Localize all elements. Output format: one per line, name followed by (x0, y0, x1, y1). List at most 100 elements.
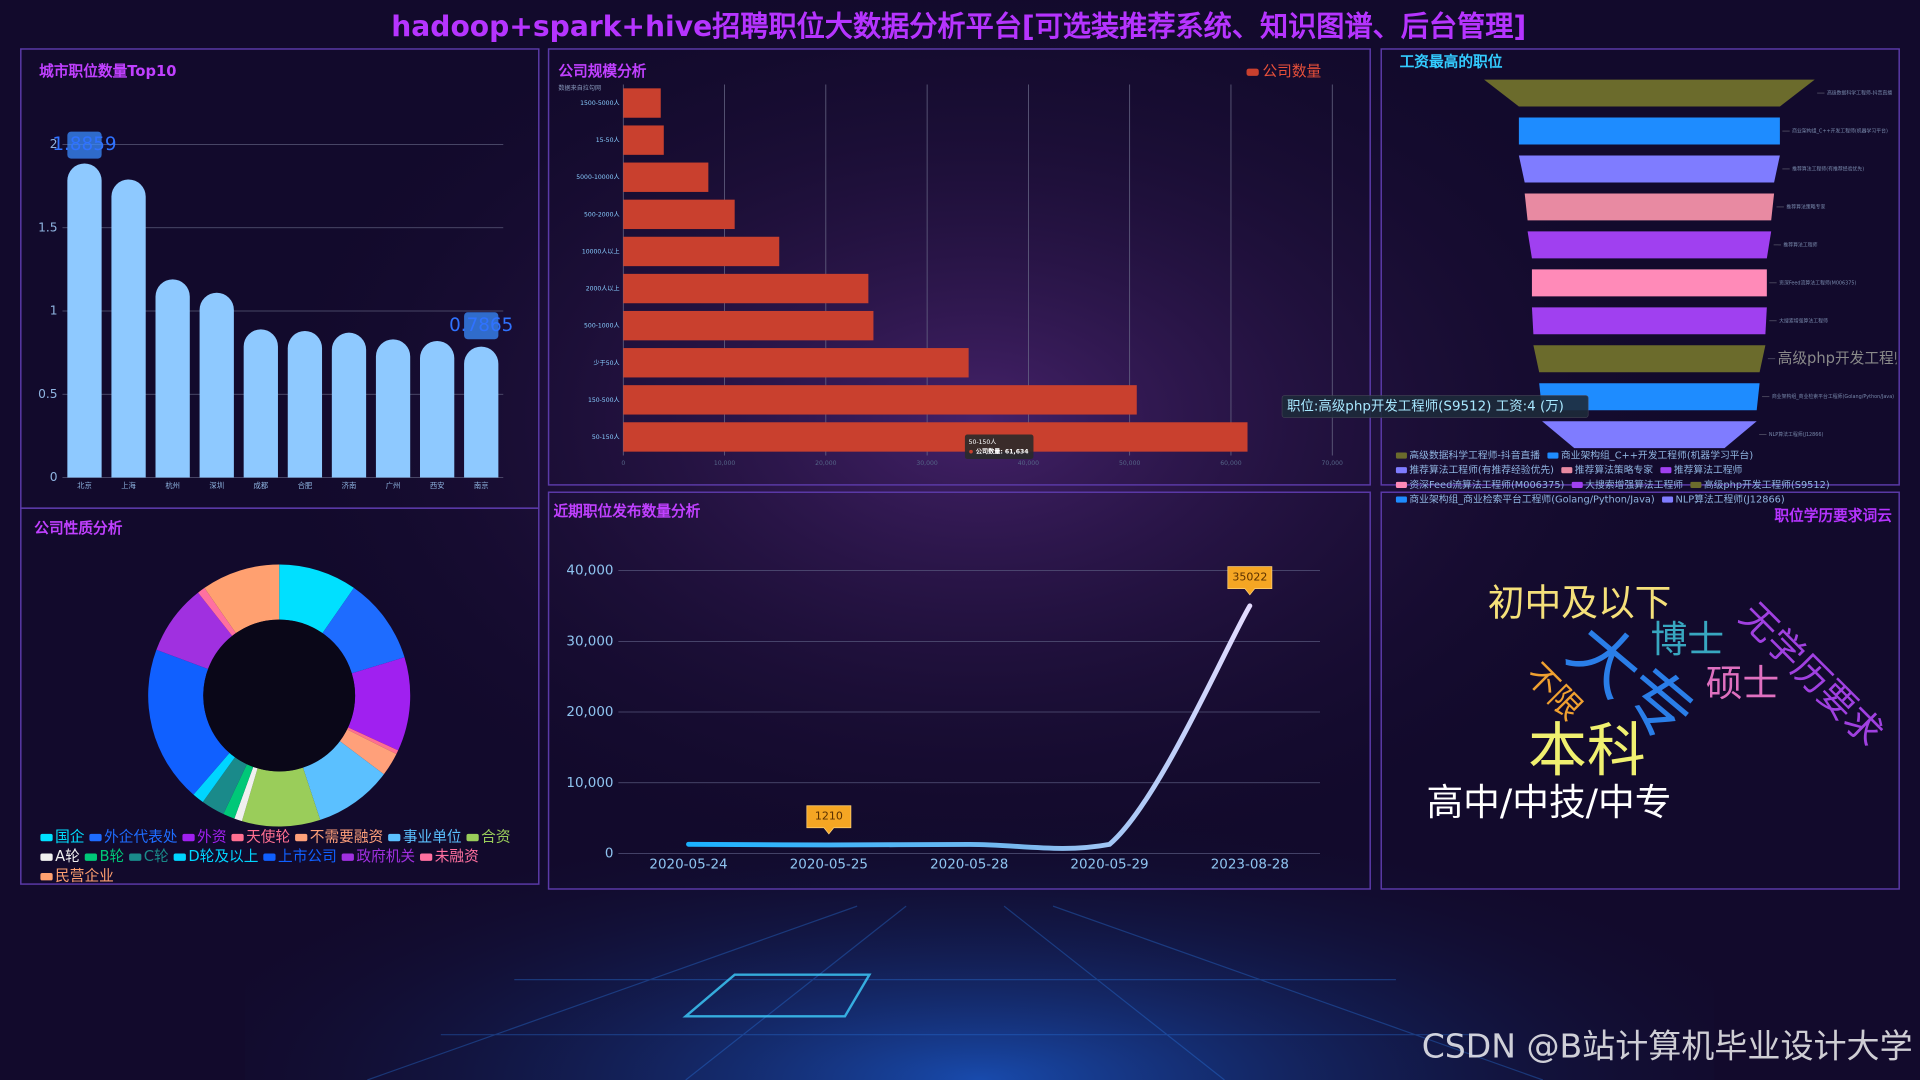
legend-label: 高级数据科学工程师-抖音直播 (1409, 449, 1540, 462)
legend-swatch (40, 853, 53, 861)
legend-swatch (420, 853, 433, 861)
x-tick-label: 济南 (342, 481, 357, 490)
donut-slice (193, 752, 235, 802)
legend-label: NLP算法工程师(J12866) (1676, 493, 1785, 506)
legend-swatch (1395, 481, 1407, 488)
funnel-label: 商业架构组_C++开发工程师(机器学习平台) (1792, 128, 1888, 135)
y-tick-label: 150-500人 (588, 397, 620, 404)
legend-label: 政府机关 (356, 848, 415, 865)
bar (67, 163, 102, 478)
bar (199, 292, 234, 478)
bar (623, 236, 780, 267)
legend-label: 资深Feed流算法工程师(M006375) (1409, 478, 1564, 491)
funnel-label: NLP算法工程师(J12866) (1769, 431, 1824, 438)
legend-swatch (1547, 452, 1559, 459)
markpoint-label: 1210 (815, 810, 843, 823)
donut-slice (234, 766, 258, 822)
x-tick-label: 2020-05-28 (930, 857, 1008, 872)
panel-frame (1380, 491, 1900, 890)
legend-swatch (263, 853, 276, 861)
value-label: 0.7865 (449, 315, 513, 336)
legend-swatch (341, 853, 354, 861)
x-tick-label: 杭州 (165, 481, 180, 490)
y-tick-label: 5000-10000人 (576, 174, 619, 181)
legend-swatch (173, 853, 186, 861)
x-tick-label: 60,000 (1220, 460, 1241, 467)
funnel-label: 高级php开发工程师(S9512) (1778, 350, 1920, 367)
value-label: 1.8859 (52, 134, 116, 155)
value-label-box (464, 312, 499, 340)
funnel-segment (1531, 307, 1767, 335)
funnel-label: 商业架构组_商业检索平台工程师(Golang/Python/Java) (1772, 393, 1894, 400)
legend-label: 事业单位 (403, 829, 462, 846)
bar (375, 339, 411, 478)
bar (623, 199, 735, 230)
donut-slice (302, 741, 384, 820)
legend-label: C轮 (144, 848, 169, 865)
bar (623, 273, 869, 304)
funnel-label: 高级数据科学工程师-抖音直播 (1827, 90, 1892, 97)
donut-slice (348, 657, 411, 751)
funnel-label: 大搜索增强算法工程师 (1779, 317, 1828, 324)
legend-swatch (1662, 496, 1674, 503)
y-tick-label: 1 (50, 304, 58, 318)
panel-title: 城市职位数量Top10 (39, 62, 176, 80)
y-tick-label: 0 (50, 470, 58, 484)
line (686, 603, 1253, 851)
x-tick-label: 北京 (77, 481, 92, 490)
panel-title: 公司规模分析 (558, 62, 646, 80)
x-tick-label: 2020-05-29 (1070, 857, 1148, 872)
legend-label: 高级php开发工程师(S9512) (1704, 478, 1830, 491)
legend-label: 天使轮 (246, 829, 290, 846)
donut-hole (203, 619, 356, 772)
legend-swatch (129, 853, 142, 861)
legend-label: B轮 (99, 848, 124, 865)
legend-label: 推荐算法策略专家 (1575, 463, 1653, 476)
x-tick-label: 深圳 (209, 481, 224, 490)
panel-title: 工资最高的职位 (1400, 52, 1503, 70)
tooltip-dot (969, 449, 973, 454)
y-tick-label: 20,000 (566, 705, 613, 720)
legend-swatch (231, 833, 244, 842)
y-tick-label: 30,000 (566, 634, 613, 649)
legend-swatch (295, 833, 308, 842)
legend-label: D轮及以上 (188, 848, 258, 865)
y-tick-label: 500-1000人 (584, 323, 620, 330)
legend-label: 商业架构组_C++开发工程师(机器学习平台) (1561, 449, 1753, 462)
funnel-segment (1484, 79, 1815, 107)
y-tick-label: 10,000 (566, 776, 613, 791)
panel-frame (1380, 48, 1900, 486)
watermark: CSDN @B站计算机毕业设计大学 (1422, 1027, 1913, 1066)
value-label-box (67, 131, 102, 159)
markpoint (806, 805, 852, 835)
funnel-segment (1533, 345, 1766, 373)
x-tick-label: 合肥 (298, 481, 313, 490)
bar (623, 348, 969, 378)
panel-title: 职位学历要求词云 (1774, 507, 1892, 525)
panel-frame (20, 507, 540, 885)
bar (623, 125, 664, 155)
bar (243, 329, 278, 478)
floor-grid (367, 905, 1544, 1080)
legend-label: 外资 (197, 829, 226, 846)
legend-swatch (1246, 68, 1259, 76)
bar (155, 279, 190, 478)
legend-swatch (1561, 467, 1573, 474)
legend-label: 推荐算法工程师(有推荐经验优先) (1409, 463, 1554, 476)
legend-label: 国企 (55, 828, 85, 846)
floor-line (367, 905, 1544, 1080)
donut-slice (202, 757, 247, 815)
x-tick-label: 2023-08-28 (1211, 857, 1289, 872)
legend-label: 上市公司 (278, 848, 337, 865)
panel-title: 公司性质分析 (34, 519, 122, 537)
legend-swatch (1660, 467, 1672, 474)
donut-slice (322, 587, 405, 674)
legend-swatch (1395, 452, 1407, 459)
cloud-word: 高中/中技/中专 (1426, 781, 1671, 824)
bar (623, 310, 874, 341)
bar (623, 162, 709, 192)
cloud-word: 博士 (1651, 618, 1724, 661)
x-tick-label: 50,000 (1119, 460, 1140, 467)
legend-label: 商业架构组_商业检索平台工程师(Golang/Python/Java) (1409, 493, 1654, 506)
